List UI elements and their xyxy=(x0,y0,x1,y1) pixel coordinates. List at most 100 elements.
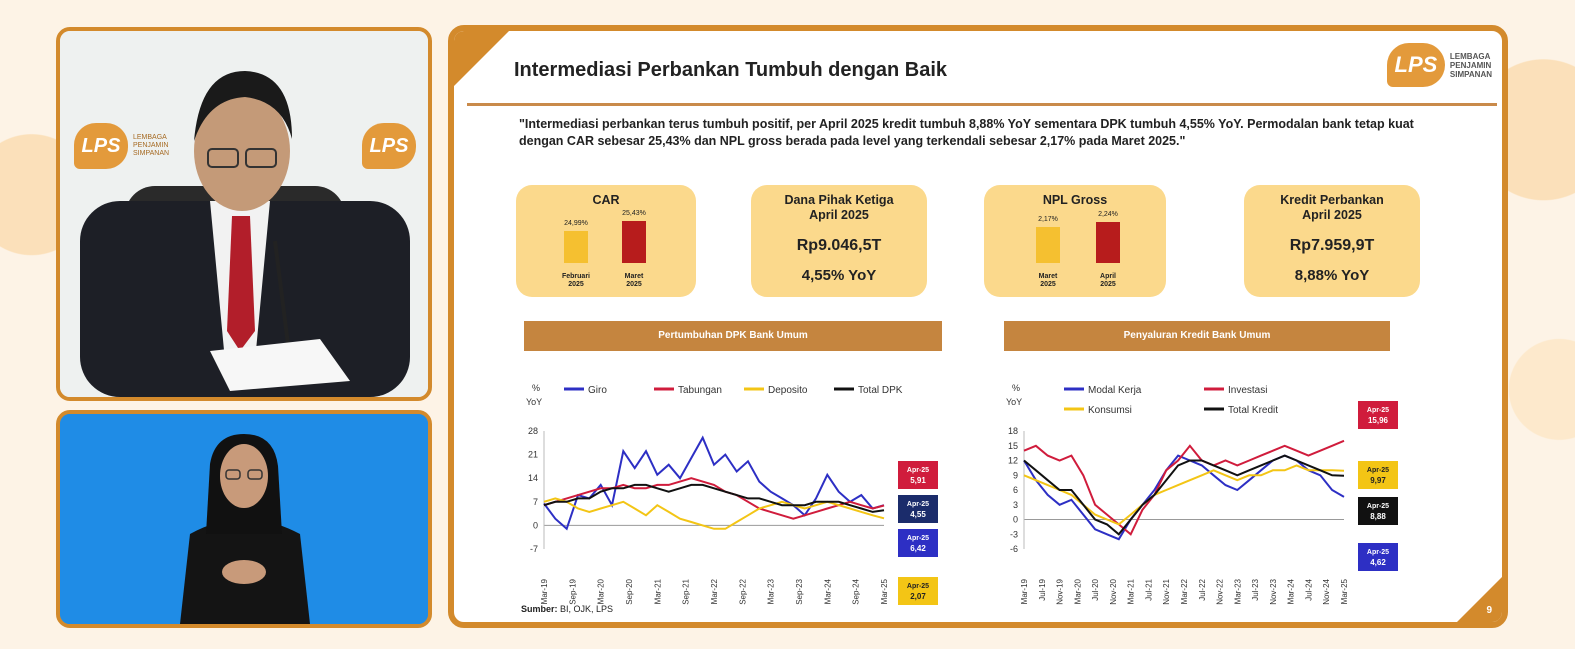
x-tick-label: Nov-22 xyxy=(1216,578,1225,604)
y-tick-label: 6 xyxy=(1013,485,1018,495)
kredit-card-title-line-1: Kredit Perbankan xyxy=(1280,193,1384,207)
slide-title: Intermediasi Perbankan Tumbuh dengan Bai… xyxy=(514,59,948,81)
x-tick-label: Jul-21 xyxy=(1144,578,1153,600)
series-line xyxy=(1023,454,1345,541)
car-card: CAR 24,99% Februari 2025 25,43% Maret 2025 xyxy=(516,185,696,297)
kredit-value: Rp7.959,9T xyxy=(1289,237,1375,254)
legend-label: Total Kredit xyxy=(1228,405,1278,416)
mini-bar-label: Februari 2025 xyxy=(561,273,590,288)
x-tick-label: Mar-22 xyxy=(1180,578,1189,604)
mini-bar xyxy=(1096,221,1120,263)
speaker-video-tile[interactable]: LPS LEMBAGA PENJAMIN SIMPANAN LPS xyxy=(56,27,432,401)
end-value-number: 9,97 xyxy=(1370,476,1386,485)
y-tick-label: 21 xyxy=(528,450,538,460)
end-value-number: 8,88 xyxy=(1370,512,1386,521)
end-value-badge xyxy=(1358,461,1398,489)
x-tick-label: Sep-22 xyxy=(738,578,747,604)
x-tick-label: Mar-25 xyxy=(880,578,889,604)
legend-label: Total DPK xyxy=(858,385,903,396)
end-value-number: 2,07 xyxy=(910,592,926,601)
sign-interpreter-video-tile[interactable] xyxy=(56,410,432,628)
y-tick-label: 18 xyxy=(1008,426,1018,436)
legend-label: Investasi xyxy=(1228,385,1267,396)
y-tick-label: 12 xyxy=(1008,456,1018,466)
wall-logo-line-3: SIMPANAN xyxy=(133,150,170,157)
x-tick-label: Sep-20 xyxy=(625,578,634,604)
end-value-date: Apr-25 xyxy=(1367,467,1389,474)
source-text: BI, OJK, LPS xyxy=(560,604,614,614)
mini-bar-value: 2,24% xyxy=(1098,210,1118,218)
y-tick-label: 15 xyxy=(1008,441,1018,451)
y-axis-label: % xyxy=(532,383,540,393)
dpk-card: Dana Pihak Ketiga April 2025 Rp9.046,5T … xyxy=(751,185,927,297)
x-tick-label: Jul-19 xyxy=(1038,578,1047,600)
kredit-card-title-line-2: April 2025 xyxy=(1302,208,1362,222)
x-tick-label: Jul-24 xyxy=(1304,578,1313,600)
y-tick-label: 3 xyxy=(1013,500,1018,510)
page-number: 9 xyxy=(1486,605,1492,616)
y-tick-label: 0 xyxy=(533,520,538,530)
x-tick-label: Mar-23 xyxy=(767,578,776,604)
wall-logo-left: LPS LEMBAGA PENJAMIN SIMPANAN xyxy=(74,123,169,169)
x-tick-label: Mar-23 xyxy=(1233,578,1242,604)
source-note: Sumber: BI, OJK, LPS xyxy=(521,604,613,614)
end-value-number: 5,91 xyxy=(910,476,926,485)
npl-card-title: NPL Gross xyxy=(1042,193,1108,207)
mini-bar xyxy=(564,230,588,263)
end-value-date: Apr-25 xyxy=(1367,549,1389,556)
interpreter-figure xyxy=(60,414,428,624)
end-value-date: Apr-25 xyxy=(907,467,929,474)
x-tick-label: Nov-20 xyxy=(1109,578,1118,604)
y-tick-label: 14 xyxy=(528,473,538,483)
x-tick-label: Mar-20 xyxy=(1073,578,1082,604)
y-axis-label: YoY xyxy=(1006,397,1022,407)
end-value-badge xyxy=(898,495,938,523)
series-line xyxy=(1023,439,1345,536)
car-card-title: CAR xyxy=(592,193,620,207)
lps-logo-name: LEMBAGA PENJAMIN SIMPANAN xyxy=(1450,52,1492,79)
x-tick-label: Nov-21 xyxy=(1162,578,1171,604)
end-value-badge xyxy=(1358,543,1398,571)
y-tick-label: 28 xyxy=(528,426,538,436)
summary-quote: "Intermediasi perbankan terus tumbuh pos… xyxy=(519,117,1414,148)
x-tick-label: Mar-25 xyxy=(1340,578,1349,604)
y-tick-label: -6 xyxy=(1010,544,1018,554)
legend-label: Modal Kerja xyxy=(1088,385,1142,396)
legend-label: Konsumsi xyxy=(1088,405,1132,416)
slide-corner-decoration xyxy=(454,31,509,86)
x-tick-label: Sep-19 xyxy=(568,578,577,604)
kredit-card: Kredit Perbankan April 2025 Rp7.959,9T 8… xyxy=(1244,185,1420,297)
dpk-growth-chart: % YoY Giro Tabungan Deposito Total DPK -7 0 7 14 2… xyxy=(526,383,938,605)
kredit-growth: 8,88% YoY xyxy=(1294,267,1370,284)
end-value-badge xyxy=(1358,497,1398,525)
x-tick-label: Mar-21 xyxy=(1127,578,1136,604)
presentation-slide: Intermediasi Perbankan Tumbuh dengan Bai… xyxy=(448,25,1508,628)
dpk-card-title-line-1: Dana Pihak Ketiga xyxy=(784,193,894,207)
dpk-card-title-line-2: April 2025 xyxy=(809,208,869,222)
x-tick-label: Sep-21 xyxy=(682,578,691,604)
x-tick-label: Sep-24 xyxy=(852,578,861,604)
end-value-number: 15,96 xyxy=(1368,416,1389,425)
end-value-badge xyxy=(898,529,938,557)
end-value-badge xyxy=(898,577,938,605)
y-tick-label: 9 xyxy=(1013,470,1018,480)
x-tick-label: Nov-24 xyxy=(1322,578,1331,604)
x-tick-label: Mar-19 xyxy=(540,578,549,604)
mini-bar-value: 24,99% xyxy=(564,219,588,227)
wall-logo-line-1: LEMBAGA xyxy=(133,134,167,141)
lps-logo-mark-icon: LPS xyxy=(362,123,416,169)
kredit-growth-chart: % YoY Modal Kerja Investasi Konsumsi Total Kr… xyxy=(1006,383,1398,605)
end-value-date: Apr-25 xyxy=(1367,503,1389,510)
end-value-date: Apr-25 xyxy=(1367,407,1389,414)
logo-name-line-2: PENJAMIN xyxy=(1449,60,1492,70)
y-tick-label: 7 xyxy=(533,497,538,507)
x-tick-label: Jul-20 xyxy=(1091,578,1100,600)
end-value-badge xyxy=(1358,401,1398,429)
dpk-growth: 4,55% YoY xyxy=(801,267,877,284)
lps-logo-mark-icon: LPS xyxy=(74,123,128,169)
wall-logo-text: LEMBAGA PENJAMIN SIMPANAN xyxy=(133,134,169,158)
lps-logo: LPS LEMBAGA PENJAMIN SIMPANAN xyxy=(1386,43,1492,87)
mini-bar xyxy=(1036,227,1060,263)
x-tick-label: Jul-22 xyxy=(1198,578,1207,600)
y-axis-label: % xyxy=(1012,383,1020,393)
